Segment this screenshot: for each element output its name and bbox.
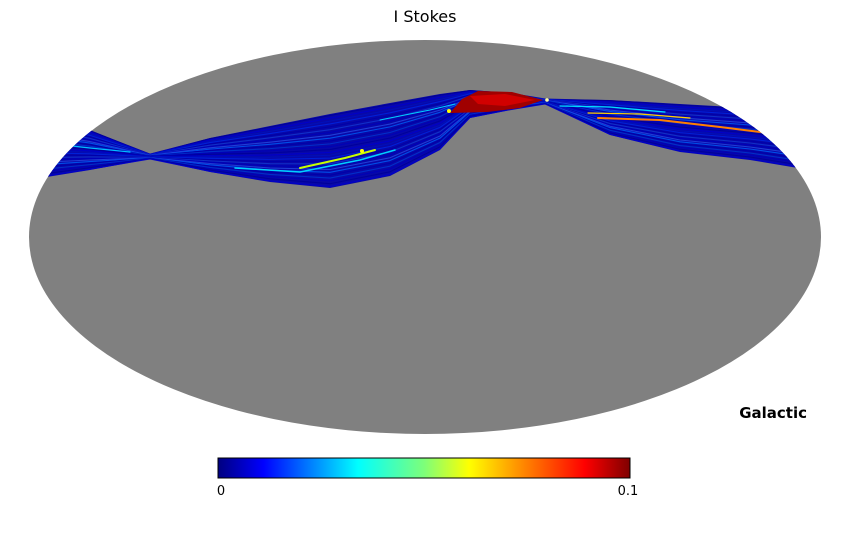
colorbar-tick-max: 0.1 (618, 484, 639, 499)
hot-spot-core (470, 94, 535, 106)
figure-title: I Stokes (394, 7, 457, 26)
scan-stripe (29, 101, 821, 158)
colorbar-tick-min: 0 (217, 484, 225, 499)
scan-stripe (29, 102, 821, 179)
scan-stripe (29, 100, 821, 157)
scan-streak (587, 112, 691, 119)
scan-stripe (29, 101, 821, 160)
scan-streak (379, 103, 456, 121)
scan-stripe (29, 101, 821, 165)
scan-stripe (29, 101, 821, 163)
scan-stripe (29, 91, 821, 155)
scan-stripe (29, 95, 821, 156)
scan-stripe (29, 98, 821, 157)
coordinate-system-label: Galactic (739, 404, 807, 422)
scan-stripe (29, 92, 821, 156)
scan-stripe (29, 102, 821, 182)
scan-streak (234, 149, 396, 173)
scan-stripe (29, 102, 821, 171)
scan-streak (559, 105, 666, 113)
scan-stripe (29, 102, 821, 173)
scan-stripe (29, 103, 821, 188)
colorbar-group: 0 0.1 (217, 457, 639, 499)
colorbar (217, 457, 631, 479)
scan-stripe (29, 102, 821, 168)
scan-stripe (29, 102, 821, 176)
scan-stripe (29, 99, 821, 157)
bright-dot (447, 109, 451, 113)
scan-band-layer (29, 89, 821, 188)
scan-stripe (29, 98, 821, 157)
scan-streak (299, 149, 376, 169)
bright-dot (545, 98, 549, 102)
bright-dot (360, 149, 364, 153)
scan-stripe (29, 103, 821, 185)
scan-stripe (29, 94, 821, 156)
scan-streak (597, 117, 769, 134)
scan-stripe (29, 101, 821, 158)
scan-stripe (29, 93, 821, 156)
